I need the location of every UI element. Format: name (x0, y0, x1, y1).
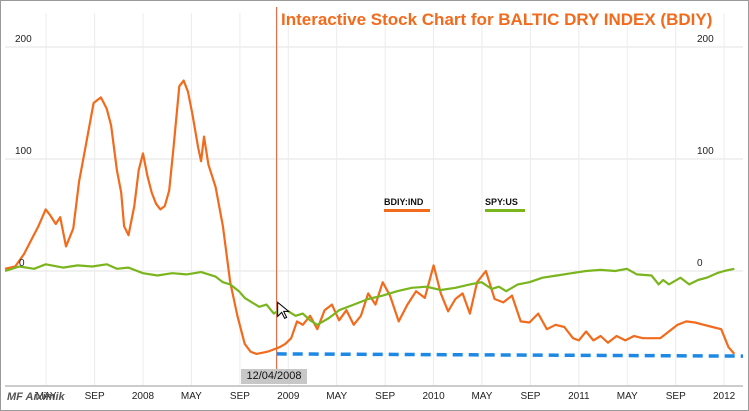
crosshair-date-label: 12/04/2008 (241, 369, 307, 384)
x-tick-label-10: SEP (520, 391, 541, 402)
y-tick-right-1: 100 (697, 146, 714, 157)
y-tick-right-2: 0 (697, 258, 703, 269)
y-tick-right-0: 200 (697, 34, 714, 45)
x-tick-label-6: MAY (326, 391, 348, 402)
legend-item-bdiy[interactable]: BDIY:IND (384, 197, 430, 212)
x-tick-label-9: MAY (471, 391, 493, 402)
x-tick-label-11: 2011 (568, 391, 590, 402)
x-tick-label-4: SEP (229, 391, 250, 402)
legend-swatch-bdiy (384, 209, 430, 212)
x-tick-label-3: MAY (180, 391, 202, 402)
chart-title: Interactive Stock Chart for BALTIC DRY I… (281, 10, 713, 29)
legend-label-bdiy: BDIY:IND (384, 197, 424, 207)
x-tick-label-8: 2010 (422, 391, 445, 402)
y-tick-left-2: 0 (19, 258, 25, 269)
mouse-pointer-icon (277, 301, 291, 320)
legend-label-spy: SPY:US (485, 197, 518, 207)
x-tick-label-13: SEP (665, 391, 686, 402)
y-tick-left-1: 100 (15, 146, 32, 157)
x-tick-label-12: MAY (616, 391, 638, 402)
x-tick-label-14: 2012 (712, 391, 736, 402)
bdiy-series-line (4, 79, 736, 355)
spy-series-line (4, 263, 735, 326)
x-tick-label-0: MAY (35, 391, 57, 402)
x-tick-label-5: 2009 (277, 391, 300, 402)
y-tick-left-0: 200 (15, 34, 32, 45)
chart-grid (5, 7, 743, 387)
x-tick-label-1: SEP (84, 391, 105, 402)
x-tick-label-7: SEP (375, 391, 396, 402)
watermark-text: MF Aiximik (7, 391, 65, 403)
legend-item-spy[interactable]: SPY:US (485, 197, 525, 212)
legend-swatch-spy (485, 209, 525, 212)
series-lines (4, 79, 744, 358)
dashed-series-line (276, 352, 744, 358)
x-tick-label-2: 2008 (131, 391, 155, 402)
